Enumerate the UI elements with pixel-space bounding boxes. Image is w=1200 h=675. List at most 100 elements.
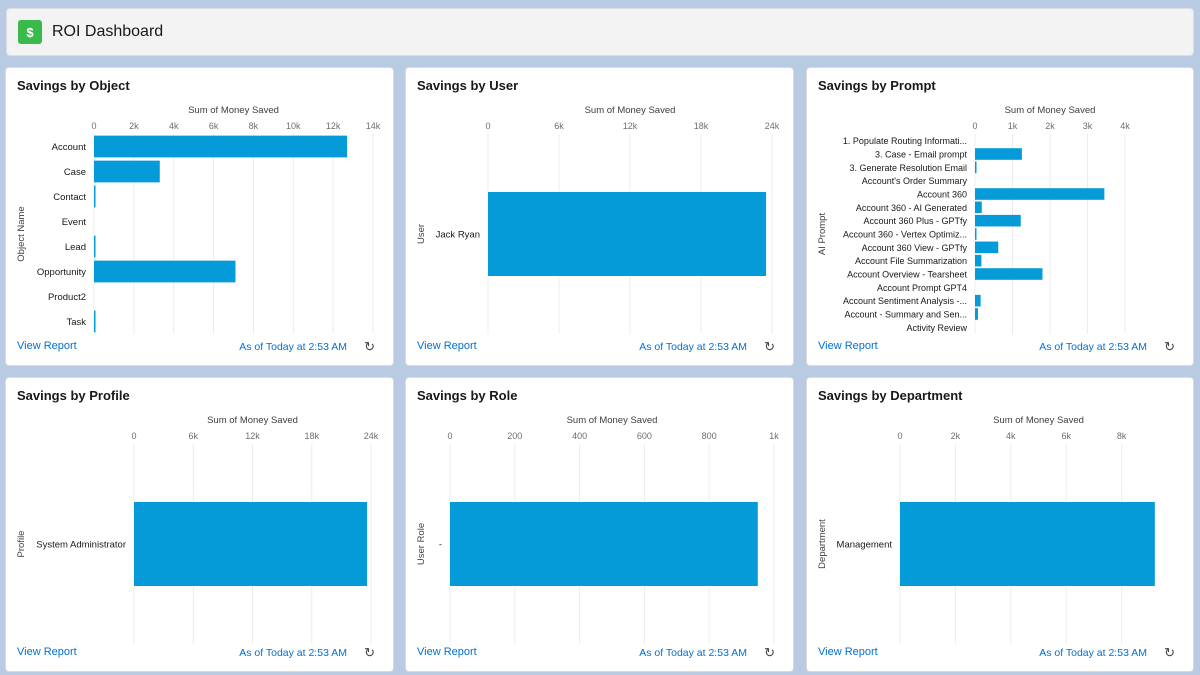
x-tick-label: 2k [1045,121,1055,131]
y-tick-label: Account 360 Plus - GPTfy [863,216,967,226]
bar[interactable] [94,260,236,283]
card-title: Savings by Object [17,78,130,93]
chart-card: Savings by User View Report As of Today … [405,67,794,366]
x-tick-label: 1k [1008,121,1018,131]
chart-card: Savings by Object View Report As of Toda… [5,67,394,366]
x-tick-label: 6k [554,121,564,131]
refresh-icon[interactable]: ↻ [764,645,775,660]
x-tick-label: 2k [129,121,139,131]
card-title: Savings by Department [818,388,963,403]
bar[interactable] [94,160,160,183]
x-axis-title: Sum of Money Saved [207,415,298,426]
y-tick-label: Account - Summary and Sen... [844,310,967,320]
bar[interactable] [975,214,1021,227]
timestamp: As of Today at 2:53 AM [1039,341,1147,353]
y-tick-label: Account Prompt GPT4 [877,283,967,293]
card-title: Savings by Profile [17,388,130,403]
x-tick-label: 200 [507,431,522,441]
bar-chart: Sum of Money Saved Profile 0 6k 12k 18k 24k Sys… [16,415,379,644]
bar[interactable] [450,502,758,586]
bar[interactable] [94,235,96,258]
x-tick-label: 0 [972,121,977,131]
card-title: Savings by User [417,78,519,93]
bar[interactable] [975,308,978,320]
y-tick-label: Opportunity [37,267,86,278]
y-tick-label: Account Overview - Tearsheet [847,270,967,280]
y-tick-label: Case [64,167,86,178]
y-tick-label: Event [62,217,87,228]
y-tick-label: Account 360 - Vertex Optimiz... [843,230,967,240]
x-axis-title: Sum of Money Saved [993,415,1084,426]
x-axis-title: Sum of Money Saved [1005,105,1096,116]
bar-chart: Sum of Money Saved Object Name 0 2k 4k 6k 8k 10… [16,105,381,334]
bar[interactable] [975,294,981,307]
x-tick-label: 24k [364,431,379,441]
x-tick-label: 14k [366,121,381,131]
refresh-icon[interactable]: ↻ [364,339,375,354]
x-tick-label: 0 [897,431,902,441]
bar[interactable] [975,201,982,214]
view-report-link[interactable]: View Report [818,646,878,658]
x-tick-label: 0 [485,121,490,131]
x-tick-label: 8k [1117,431,1127,441]
refresh-icon[interactable]: ↻ [1164,339,1175,354]
bar[interactable] [94,310,96,333]
x-tick-label: 4k [1120,121,1130,131]
x-tick-label: 0 [447,431,452,441]
x-tick-label: 18k [694,121,709,131]
x-tick-label: 6k [1061,431,1071,441]
bar[interactable] [975,268,1043,280]
x-axis-title: Sum of Money Saved [585,105,676,116]
y-tick-label: Account's Order Summary [862,176,968,186]
y-tick-label: Lead [65,242,86,253]
x-tick-label: 6k [209,121,219,131]
y-tick-label: Activity Review [906,323,967,333]
bar[interactable] [975,161,977,174]
bar[interactable] [975,228,977,240]
bar[interactable] [975,241,999,254]
view-report-link[interactable]: View Report [818,340,878,352]
refresh-icon[interactable]: ↻ [1164,645,1175,660]
view-report-link[interactable]: View Report [417,646,477,658]
y-tick-label: Account Sentiment Analysis -... [843,296,967,306]
bar[interactable] [94,135,348,158]
bar[interactable] [975,148,1022,160]
x-tick-label: 12k [623,121,638,131]
bar[interactable] [975,254,982,267]
timestamp: As of Today at 2:53 AM [639,647,747,659]
x-tick-label: 3k [1083,121,1093,131]
y-tick-label: System Administrator [36,540,126,551]
y-tick-label: 3. Case - Email prompt [875,150,968,160]
y-tick-label: Account 360 - AI Generated [856,203,967,213]
view-report-link[interactable]: View Report [17,646,77,658]
bar[interactable] [975,188,1105,200]
y-tick-label: Jack Ryan [436,230,480,241]
x-tick-label: 18k [304,431,319,441]
y-axis-title: Profile [16,531,27,558]
x-tick-label: 0 [131,431,136,441]
view-report-link[interactable]: View Report [417,340,477,352]
page-title: ROI Dashboard [52,23,164,40]
y-tick-label: Product2 [48,292,86,303]
dashboard-header: $ ROI Dashboard [6,8,1194,56]
timestamp: As of Today at 2:53 AM [1039,647,1147,659]
card-title: Savings by Role [417,388,518,403]
y-tick-label: Contact [53,192,86,203]
bar-chart: Sum of Money Saved User 0 6k 12k 18k 24k Jack R… [416,105,780,334]
y-axis-title: User Role [416,523,427,565]
bar[interactable] [900,502,1155,586]
bar[interactable] [94,185,96,208]
timestamp: As of Today at 2:53 AM [239,341,347,353]
view-report-link[interactable]: View Report [17,340,77,352]
x-tick-label: 12k [245,431,260,441]
x-tick-label: 24k [765,121,780,131]
y-tick-label: Task [66,317,86,328]
bar[interactable] [488,192,767,276]
refresh-icon[interactable]: ↻ [364,645,375,660]
bar-chart: Sum of Money Saved Department 0 2k 4k 6k 8k Man… [817,415,1155,644]
y-tick-label: - [439,540,442,551]
bar[interactable] [134,502,368,586]
bar-chart: Sum of Money Saved AI Prompt 0 1k 2k 3k 4k 1. P… [817,105,1130,334]
refresh-icon[interactable]: ↻ [764,339,775,354]
card-title: Savings by Prompt [818,78,936,93]
